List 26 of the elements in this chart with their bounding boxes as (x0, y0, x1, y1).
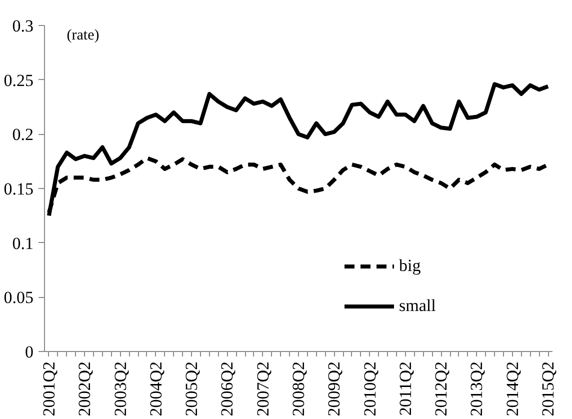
x-tick-label: 2009Q2 (324, 361, 344, 416)
line-series (46, 82, 550, 218)
y-tick-label: 0.05 (4, 288, 34, 308)
x-tick-label: 2008Q2 (289, 361, 308, 416)
x-tick-label: 2006Q2 (218, 361, 237, 416)
legend-label: big (399, 256, 421, 276)
y-tick-label: 0.2 (12, 125, 34, 144)
x-tick-label: 2003Q2 (110, 361, 130, 416)
x-tick-label: 2011Q2 (396, 361, 415, 416)
x-tick-label: 2002Q2 (75, 361, 94, 416)
y-tick-label: 0.1 (12, 234, 34, 253)
y-tick-label: 0.15 (4, 180, 34, 198)
x-tick-label: 2004Q2 (146, 361, 166, 416)
y-tick-label: 0 (25, 342, 34, 362)
x-tick-label: 2012Q2 (432, 361, 451, 416)
y-tick-label: 0.25 (4, 70, 34, 90)
legend-label: small (399, 296, 436, 316)
x-tick-label: 2001Q2 (39, 361, 58, 416)
x-tick-label: 2013Q2 (467, 361, 486, 416)
x-tick-label: 2015Q2 (538, 361, 558, 416)
x-tick-label: 2005Q2 (182, 361, 202, 416)
y-axis-title: (rate) (66, 28, 100, 44)
x-tick-label: 2007Q2 (253, 361, 272, 416)
y-tick-label: 0.3 (12, 16, 34, 36)
x-tick-label: 2014Q2 (502, 361, 522, 416)
x-tick-label: 2010Q2 (360, 361, 380, 416)
